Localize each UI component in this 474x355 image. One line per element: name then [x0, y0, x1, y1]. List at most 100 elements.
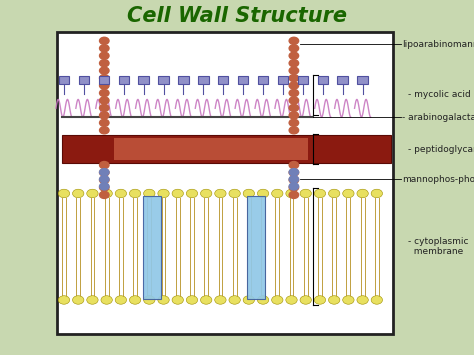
Circle shape — [158, 189, 169, 198]
Circle shape — [289, 119, 299, 126]
Circle shape — [215, 189, 226, 198]
Circle shape — [371, 296, 383, 304]
Bar — [357, 76, 368, 84]
Circle shape — [100, 176, 109, 184]
Bar — [178, 76, 189, 84]
Circle shape — [100, 169, 109, 176]
Circle shape — [100, 162, 109, 169]
Circle shape — [129, 189, 141, 198]
Circle shape — [272, 296, 283, 304]
Text: mannophos­phoinositide: mannophos­phoinositide — [402, 175, 474, 184]
Bar — [99, 76, 109, 84]
Text: - mycolic acid: - mycolic acid — [408, 91, 470, 99]
Bar — [318, 76, 328, 84]
Circle shape — [286, 189, 297, 198]
Bar — [278, 76, 288, 84]
Circle shape — [289, 52, 299, 59]
Circle shape — [289, 67, 299, 74]
Circle shape — [289, 60, 299, 67]
Bar — [218, 76, 228, 84]
Bar — [59, 76, 69, 84]
Circle shape — [100, 127, 109, 134]
Circle shape — [289, 176, 299, 184]
Bar — [337, 76, 348, 84]
Circle shape — [357, 189, 368, 198]
Circle shape — [73, 296, 84, 304]
Circle shape — [100, 169, 109, 176]
Circle shape — [371, 189, 383, 198]
Bar — [258, 76, 268, 84]
Circle shape — [343, 296, 354, 304]
Circle shape — [100, 191, 109, 198]
Circle shape — [100, 104, 109, 111]
Circle shape — [87, 189, 98, 198]
Circle shape — [100, 119, 109, 126]
Circle shape — [289, 37, 299, 44]
Circle shape — [58, 189, 70, 198]
Circle shape — [289, 169, 299, 176]
Bar — [143, 196, 161, 299]
Circle shape — [343, 189, 354, 198]
Bar — [198, 76, 209, 84]
Circle shape — [172, 296, 183, 304]
Circle shape — [186, 296, 198, 304]
Circle shape — [257, 296, 269, 304]
Circle shape — [314, 296, 326, 304]
Bar — [238, 76, 248, 84]
Text: - cytoplasmic
  membrane: - cytoplasmic membrane — [408, 237, 468, 256]
Circle shape — [101, 189, 112, 198]
Circle shape — [286, 296, 297, 304]
Circle shape — [100, 89, 109, 97]
Circle shape — [100, 112, 109, 119]
Circle shape — [243, 189, 255, 198]
Circle shape — [100, 67, 109, 74]
Circle shape — [289, 184, 299, 191]
Circle shape — [100, 37, 109, 44]
Circle shape — [357, 296, 368, 304]
Circle shape — [289, 97, 299, 104]
Text: - peptidoglycan: - peptidoglycan — [408, 144, 474, 154]
Circle shape — [101, 296, 112, 304]
Circle shape — [100, 184, 109, 191]
Circle shape — [289, 82, 299, 89]
Circle shape — [289, 127, 299, 134]
Circle shape — [215, 296, 226, 304]
Bar — [158, 76, 169, 84]
Text: Cell Wall Structure: Cell Wall Structure — [127, 6, 347, 26]
Bar — [79, 76, 89, 84]
Circle shape — [144, 296, 155, 304]
Bar — [118, 76, 129, 84]
Circle shape — [115, 296, 127, 304]
Circle shape — [100, 183, 109, 190]
Circle shape — [100, 82, 109, 89]
Circle shape — [289, 191, 299, 198]
Bar — [247, 196, 265, 299]
Circle shape — [289, 169, 299, 176]
Circle shape — [100, 75, 109, 82]
Circle shape — [300, 189, 311, 198]
Circle shape — [328, 189, 340, 198]
Circle shape — [100, 52, 109, 59]
Circle shape — [289, 89, 299, 97]
Bar — [62, 135, 391, 163]
Circle shape — [73, 189, 84, 198]
Bar — [138, 76, 149, 84]
Circle shape — [201, 189, 212, 198]
Circle shape — [100, 60, 109, 67]
Circle shape — [289, 104, 299, 111]
Circle shape — [186, 189, 198, 198]
Circle shape — [257, 189, 269, 198]
Bar — [298, 76, 308, 84]
Circle shape — [172, 189, 183, 198]
Circle shape — [243, 296, 255, 304]
Circle shape — [229, 189, 240, 198]
Circle shape — [300, 296, 311, 304]
Circle shape — [289, 45, 299, 52]
Circle shape — [129, 296, 141, 304]
Circle shape — [289, 162, 299, 169]
Circle shape — [289, 176, 299, 183]
Circle shape — [289, 75, 299, 82]
Text: lipoarabinomannan: lipoarabinomannan — [402, 40, 474, 49]
Circle shape — [87, 296, 98, 304]
Circle shape — [144, 189, 155, 198]
